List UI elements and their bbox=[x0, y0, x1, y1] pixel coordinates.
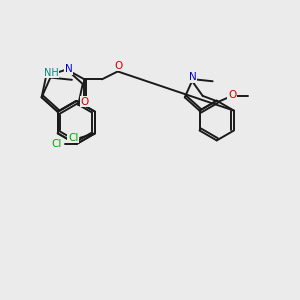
Text: Cl: Cl bbox=[68, 133, 78, 143]
Text: Cl: Cl bbox=[52, 139, 62, 149]
Text: NH: NH bbox=[44, 68, 59, 78]
Text: O: O bbox=[115, 61, 123, 70]
Text: O: O bbox=[228, 90, 236, 100]
Text: N: N bbox=[189, 72, 197, 82]
Text: N: N bbox=[65, 64, 73, 74]
Text: O: O bbox=[80, 97, 88, 107]
